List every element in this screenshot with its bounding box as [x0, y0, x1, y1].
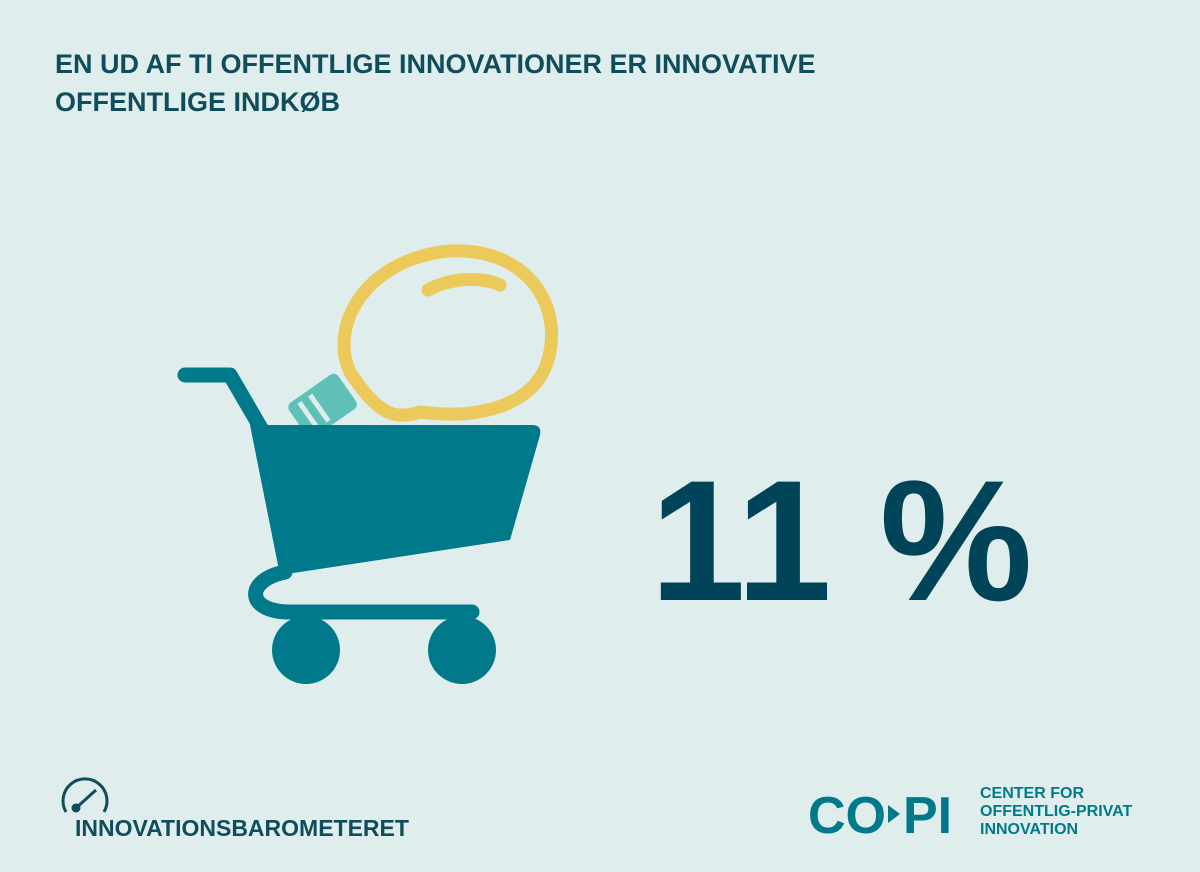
copi-mark-right: PI [903, 787, 952, 845]
copi-mark-left: CO [808, 787, 886, 845]
cart-icon [177, 367, 541, 684]
copi-line: CENTER FOR [980, 785, 1084, 802]
copi-line: OFFENTLIG-PRIVAT [980, 803, 1133, 820]
left-logo-text: INNOVATIONSBAROMETERET [75, 815, 409, 841]
bulb-icon [288, 244, 559, 438]
barometer-icon [61, 777, 109, 813]
copi-line: INNOVATION [980, 821, 1078, 838]
title-line: EN UD AF TI OFFENTLIGE INNOVATIONER ER I… [55, 49, 816, 79]
title-line: OFFENTLIGE INDKØB [55, 87, 340, 117]
copi-arrow [888, 805, 900, 823]
stat-value: 11 % [650, 445, 1033, 637]
